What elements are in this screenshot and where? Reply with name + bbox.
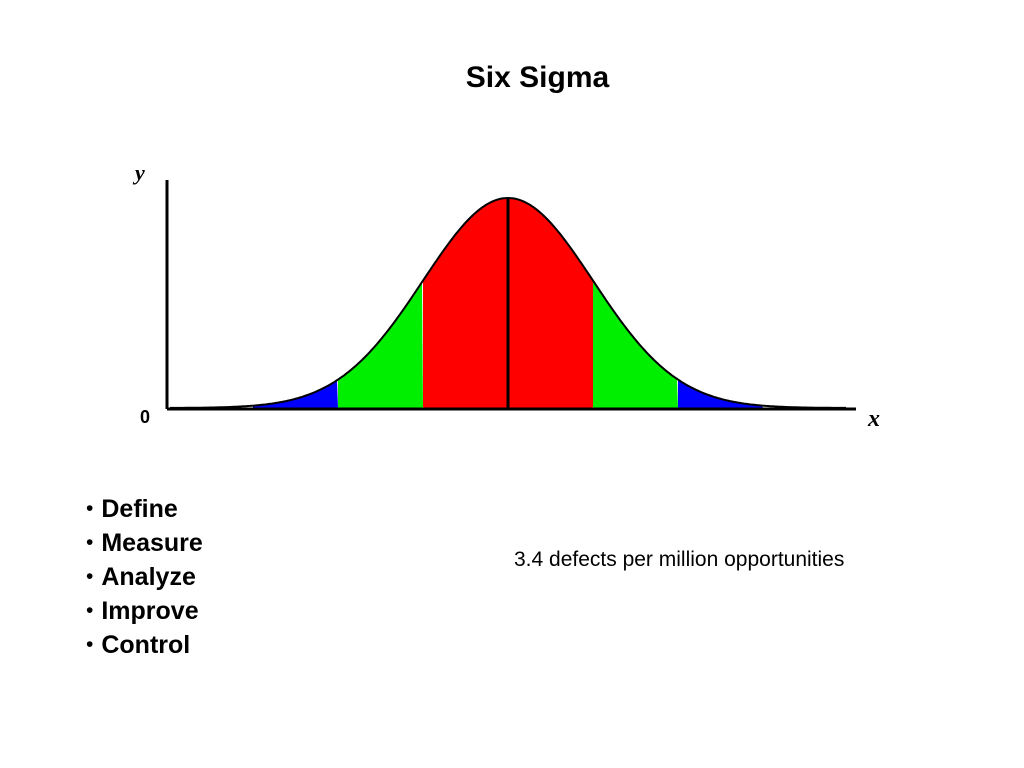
y-axis-label: y: [132, 160, 145, 185]
step-item: • Define: [86, 492, 203, 526]
bullet-icon: •: [86, 565, 94, 588]
step-label: Define: [101, 495, 178, 523]
step-label: Improve: [101, 597, 199, 625]
sigma-band-outer: [678, 379, 763, 408]
step-item: • Improve: [86, 594, 203, 628]
sigma-band-middle: [338, 282, 423, 408]
bullet-icon: •: [86, 531, 94, 554]
bullet-icon: •: [86, 497, 94, 520]
step-label: Measure: [101, 529, 203, 557]
slide-title: Six Sigma: [465, 61, 610, 94]
step-item: • Control: [86, 628, 203, 662]
x-axis-label: x: [867, 406, 880, 432]
sigma-band-outer: [253, 380, 338, 408]
dmaic-steps: • Define • Measure • Analyze • Improve • Cont…: [86, 492, 203, 662]
step-label: Analyze: [101, 563, 196, 591]
origin-label: 0: [140, 407, 150, 427]
defects-note: 3.4 defects per million opportunities: [514, 548, 845, 571]
step-item: • Measure: [86, 526, 203, 560]
bullet-icon: •: [86, 633, 94, 656]
normal-distribution-figure: y x 0: [132, 160, 880, 432]
step-label: Control: [101, 631, 191, 659]
step-item: • Analyze: [86, 560, 203, 594]
bullet-icon: •: [86, 599, 94, 622]
